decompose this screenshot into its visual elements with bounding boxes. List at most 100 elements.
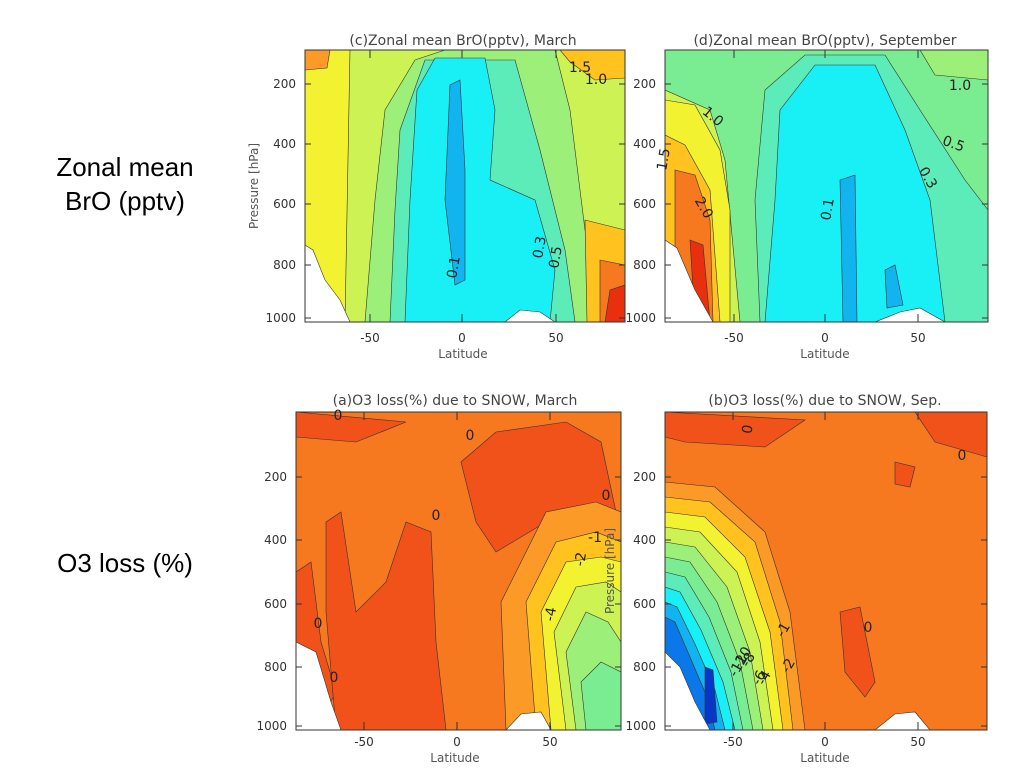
chart-panel-c: (c)Zonal mean BrO(pptv), March 200 400 600 8…: [247, 33, 626, 361]
panel-c-ytick-label: 400: [273, 137, 296, 151]
panel-b-contour-label: 0: [739, 424, 756, 436]
panel-b-terrain: [665, 651, 711, 730]
panel-b-red-bottom: [839, 606, 876, 698]
panel-c-ytick-label: 1000: [265, 311, 296, 325]
panel-a-aqua: [580, 661, 621, 730]
panel-a-contour-label: -1: [588, 530, 602, 546]
panel-d-contour-label: 1.0: [949, 78, 971, 94]
panel-d-contour-label: 0.1: [818, 197, 838, 222]
chart-panel-d: (d)Zonal mean BrO(pptv), September 200 400…: [625, 33, 989, 361]
panel-b-contour-label: -1: [773, 620, 794, 640]
panel-d-frame: [664, 49, 989, 323]
panel-c-contour-label: 1.5: [569, 60, 591, 76]
panel-a-terrain-right: [505, 711, 552, 730]
panel-b-xlabel: Latitude: [800, 751, 849, 765]
panel-a-ytick-label: 400: [264, 533, 287, 547]
panel-d-ytick-label: 600: [633, 197, 656, 211]
panel-c-top-orange: [559, 50, 625, 81]
panel-d-terrain-right: [874, 307, 946, 322]
panel-d-terrain: [665, 239, 714, 322]
panel-d-top-green: [919, 50, 988, 81]
panel-d-ytick-label: 1000: [625, 311, 656, 325]
panel-b-dark-blue: [704, 666, 718, 725]
panel-c-ytick-label: 800: [273, 258, 296, 272]
panel-a-terrain: [296, 641, 342, 730]
panel-c-band-cyan: [404, 57, 556, 322]
panel-c-corner-red: [604, 284, 625, 322]
panel-b-contour-label: 0: [864, 620, 873, 636]
panel-a-xtick-label: 0: [453, 735, 461, 749]
panel-b-xtick-label: 0: [821, 735, 829, 749]
panel-a-red-top-left: [296, 412, 407, 443]
panel-b-title: (b)O3 loss(%) due to SNOW, Sep.: [708, 393, 941, 409]
panel-c-contour-label: 1.0: [585, 72, 607, 88]
panel-c-terrain-right: [504, 309, 556, 322]
panel-d-core-blue-2: [884, 264, 904, 309]
panel-b-contour-label: -8: [738, 650, 759, 670]
panel-b-red-small: [894, 461, 916, 488]
panel-c-fill: [305, 50, 625, 322]
panel-b-ylabel: Pressure [hPa]: [603, 528, 617, 614]
panel-a-fill: [296, 412, 621, 730]
panel-d-ytick-label: 800: [633, 258, 656, 272]
row-label-bro-line1: Zonal mean: [56, 152, 194, 182]
panel-b-xtick-label: -50: [723, 735, 743, 749]
panel-c-xtick-label: -50: [360, 331, 380, 345]
panel-d-xtick-label: -50: [724, 331, 744, 345]
panel-d-core-blue: [839, 174, 858, 322]
panel-c-terrain: [305, 244, 351, 322]
panel-a-contour-label: -2: [572, 551, 590, 568]
panel-a-red-middle: [325, 511, 447, 730]
panel-b-contour-label: -2: [778, 656, 799, 676]
panel-a-ytick-label: 600: [264, 597, 287, 611]
row-label-bro-line2: BrO (pptv): [65, 186, 185, 216]
panel-c-band-yellow-left: [305, 50, 351, 322]
panel-b-xtick-label: 50: [910, 735, 925, 749]
panel-d-fill: [665, 50, 988, 322]
panel-b-fill: [665, 412, 987, 730]
chart-panel-b: (b)O3 loss(%) due to SNOW, Sep. 200 400 600…: [603, 393, 988, 765]
panel-c-title: (c)Zonal mean BrO(pptv), March: [349, 33, 576, 49]
panel-b-terrain-right: [874, 711, 931, 730]
row-label-o3: O3 loss (%): [57, 548, 193, 578]
panel-b-red-top: [665, 412, 806, 448]
panel-a-contour-label: 0: [314, 616, 323, 632]
panel-a-contour-label: 0: [602, 488, 611, 504]
panel-c-xtick-label: 50: [548, 331, 563, 345]
panel-b-red-top-right: [914, 412, 987, 458]
panel-b-ytick-label: 1000: [625, 719, 656, 733]
panel-a-xtick-label: 50: [542, 735, 557, 749]
panel-a-contour-label: 0: [466, 428, 475, 444]
panel-a-contour-label: 0: [432, 508, 441, 524]
panel-a-ytick-label: 1000: [256, 719, 287, 733]
panel-c-contour-label: 0.5: [546, 245, 566, 270]
panel-c-ytick-label: 200: [273, 77, 296, 91]
panel-c-ytick-label: 600: [273, 197, 296, 211]
panel-c-top-left-orange: [305, 50, 331, 71]
panel-d-xtick-label: 0: [821, 331, 829, 345]
chart-panel-a: (a)O3 loss(%) due to SNOW, March 200 400 60…: [256, 393, 622, 765]
panel-a-contour-label: -4: [542, 606, 560, 623]
panel-a-frame: [295, 411, 622, 731]
panel-c-core-blue: [444, 79, 466, 286]
panel-c-xlabel: Latitude: [438, 347, 487, 361]
panel-a-contour-label: 0: [334, 408, 343, 424]
panel-a-xlabel: Latitude: [430, 751, 479, 765]
panel-b-ytick-label: 600: [633, 597, 656, 611]
panel-d-contour-label: 1.5: [654, 147, 674, 172]
panel-d-ytick-label: 400: [633, 137, 656, 151]
panel-d-title: (d)Zonal mean BrO(pptv), September: [693, 33, 956, 49]
panel-c-ylabel: Pressure [hPa]: [247, 143, 261, 229]
panel-a-contour-label: 0: [330, 670, 339, 686]
panel-a-ytick-label: 800: [264, 660, 287, 674]
panel-c-contour-label: 0.1: [444, 255, 464, 280]
panel-c-xtick-label: 0: [458, 331, 466, 345]
panel-b-ytick-label: 200: [633, 470, 656, 484]
panel-a-title: (a)O3 loss(%) due to SNOW, March: [333, 393, 578, 409]
panel-c-frame: [304, 49, 626, 323]
panel-c-contour-label: 0.3: [530, 235, 550, 260]
panel-b-frame: [664, 411, 988, 731]
row-label-bro: Zonal mean BrO (pptv): [40, 150, 210, 218]
panel-d-ytick-label: 200: [633, 77, 656, 91]
